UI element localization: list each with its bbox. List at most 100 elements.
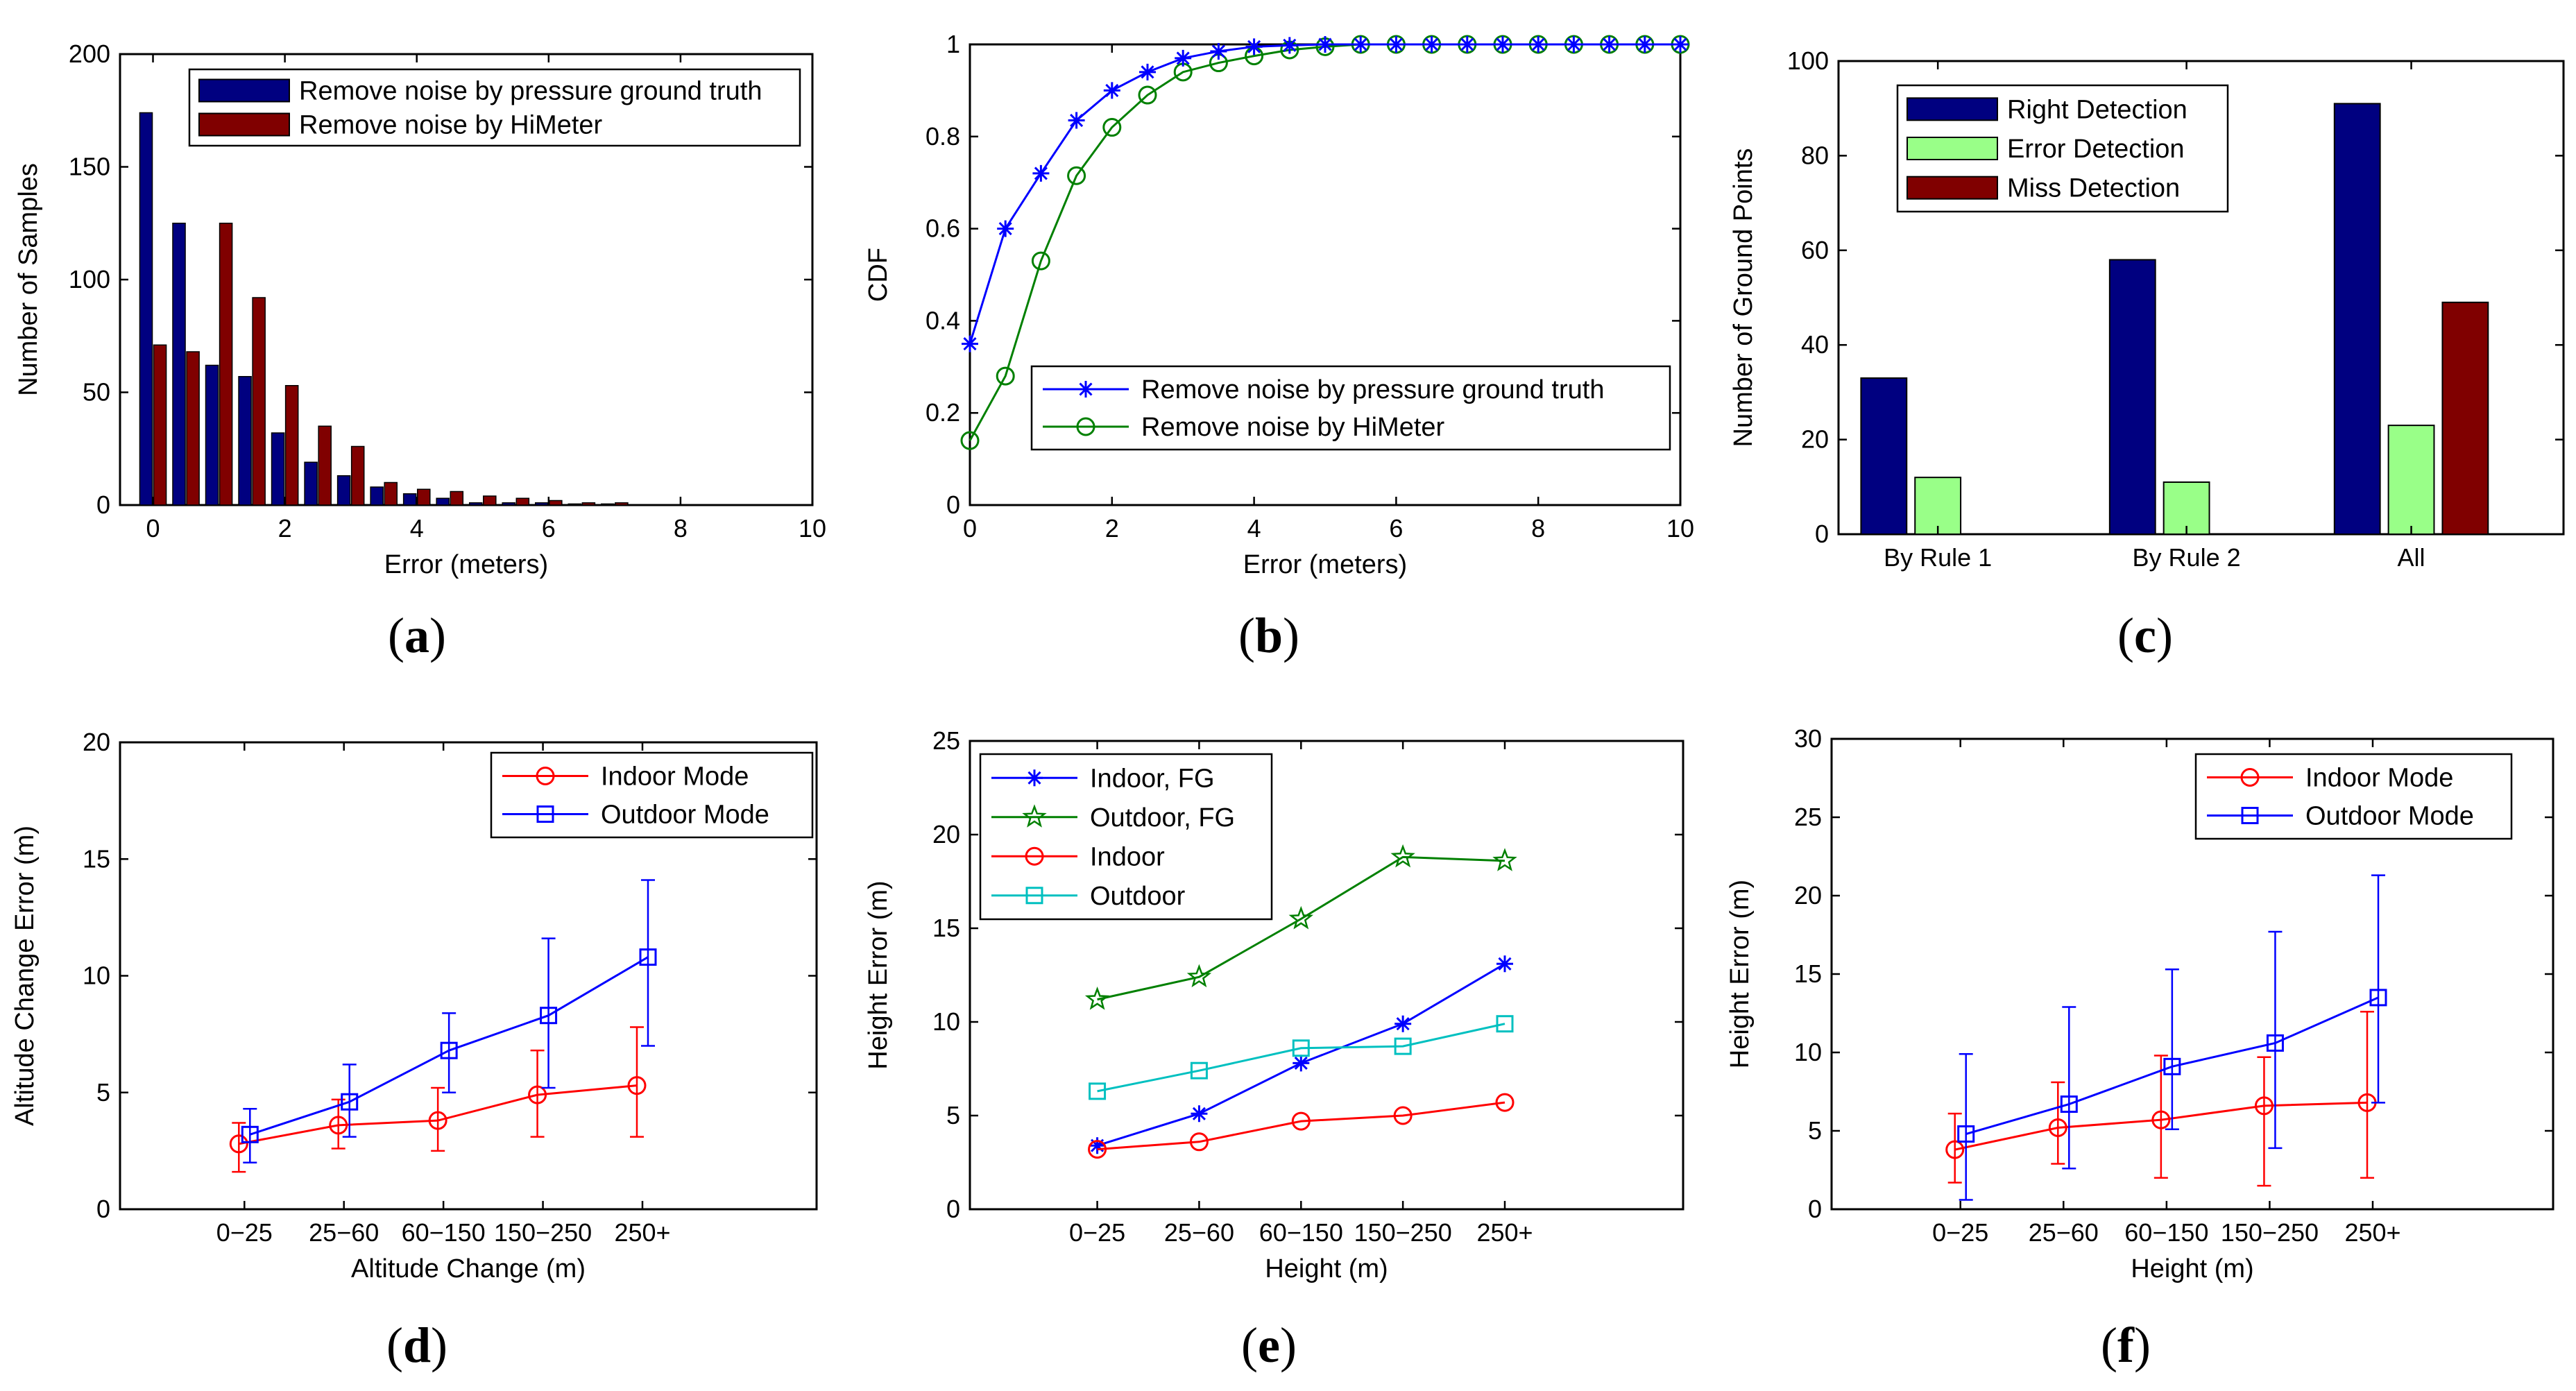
data-point	[1636, 36, 1653, 53]
legend-swatch	[1907, 176, 1998, 200]
data-point	[2369, 989, 2387, 1007]
y-tick-label: 15	[932, 914, 960, 942]
y-tick-label: 0	[96, 490, 110, 519]
data-point	[1423, 36, 1440, 53]
x-tick-label: 25−60	[309, 1218, 379, 1247]
bar	[205, 364, 219, 506]
legend-entry: Indoor Mode	[2305, 764, 2453, 793]
chart-panel-b: 0 2 4 6 8 10 0 0.2 0.4 0.6 0.8 1 CDF Error (meters) Re…	[864, 30, 1694, 663]
legend-entry: Miss Detection	[2007, 174, 2180, 203]
data-point	[1084, 987, 1110, 1010]
bar	[2387, 425, 2435, 536]
chart-panel-c: By Rule 1 By Rule 2 All 0 20 40 60 80 100 Number …	[1729, 46, 2565, 663]
x-tick-label: 150−250	[2221, 1218, 2319, 1247]
panel-label: (c)	[2117, 608, 2173, 663]
x-tick-label: 250+	[2344, 1218, 2400, 1247]
y-tick-label: 50	[83, 378, 110, 407]
data-point	[1088, 1140, 1107, 1159]
legend-marker	[1025, 846, 1044, 866]
legend-entry: Indoor, FG	[1090, 764, 1215, 793]
x-tick-label: 60−150	[1259, 1218, 1343, 1247]
y-tick-label: 20	[83, 728, 110, 756]
y-tick-label: 0	[946, 490, 960, 519]
data-point	[1186, 964, 1212, 988]
y-tick-label: 60	[1801, 236, 1829, 264]
bar	[238, 376, 252, 506]
data-point	[1495, 1093, 1515, 1112]
y-tick-label: 100	[1787, 46, 1829, 75]
x-axis-label: Error (meters)	[384, 550, 548, 579]
data-point	[962, 335, 978, 352]
legend-swatch	[1907, 137, 1998, 160]
y-tick-label: 15	[1794, 959, 1822, 988]
data-point	[1189, 1132, 1209, 1152]
data-point	[1530, 36, 1547, 53]
data-point	[639, 948, 657, 966]
legend-entry: Error Detection	[2007, 135, 2185, 164]
chart-panel-d: 0−25 25−60 60−150 150−250 250+ 0 5 10 15 20 Altitu…	[10, 728, 818, 1373]
panel-label: (f)	[2101, 1317, 2151, 1373]
legend-marker	[536, 767, 555, 785]
bar	[2441, 301, 2489, 535]
y-tick-label: 20	[1801, 425, 1829, 454]
legend-entry: Outdoor Mode	[2305, 802, 2474, 831]
legend-box	[188, 68, 801, 147]
bar	[284, 385, 299, 506]
panel-label: (d)	[386, 1317, 447, 1373]
series-line	[1954, 1101, 2368, 1151]
y-tick-label: 5	[96, 1078, 110, 1107]
data-point	[1089, 1137, 1106, 1154]
x-tick-label: 0	[963, 514, 977, 543]
series-line	[1097, 855, 1505, 1001]
x-tick-label: 4	[1247, 514, 1261, 543]
y-tick-label: 0	[946, 1195, 960, 1223]
data-point	[1032, 164, 1050, 182]
x-axis-label: Altitude Change (m)	[351, 1254, 586, 1283]
legend-marker	[1077, 381, 1094, 398]
y-tick-label: 25	[1794, 803, 1822, 831]
panel-label-open: (	[386, 1317, 403, 1373]
legend: Indoor Mode Outdoor Mode	[490, 751, 814, 839]
bar	[2163, 481, 2210, 535]
legend: Remove noise by pressure ground truth Rem…	[188, 68, 801, 147]
bar	[515, 497, 530, 506]
series-line	[1097, 1023, 1505, 1093]
x-axis-label: Height (m)	[2131, 1254, 2253, 1283]
legend: Right Detection Error Detection Miss Detec…	[1896, 84, 2229, 213]
bar	[615, 502, 629, 506]
bar	[549, 500, 563, 506]
data-point	[329, 1116, 348, 1135]
legend-marker	[1026, 769, 1043, 787]
x-tick-label: By Rule 1	[1884, 543, 1992, 572]
y-axis-label: CDF	[864, 248, 893, 302]
panel-label: (e)	[1241, 1317, 1297, 1373]
bar	[172, 223, 186, 506]
x-tick-label: 0−25	[1932, 1218, 1988, 1247]
data-point	[1945, 1140, 1965, 1159]
data-point	[1245, 38, 1263, 56]
x-tick-label: By Rule 2	[2133, 543, 2241, 572]
panel-label-open: (	[2117, 608, 2134, 663]
x-axis-label: Height (m)	[1265, 1254, 1388, 1283]
data-point	[1494, 36, 1511, 53]
legend-swatch	[1907, 97, 1998, 121]
data-point	[1492, 848, 1517, 871]
y-tick-label: 20	[932, 820, 960, 848]
y-tick-label: 15	[83, 844, 110, 873]
data-point	[1031, 251, 1050, 271]
data-point	[540, 1007, 558, 1025]
data-point	[1138, 85, 1157, 105]
bar	[271, 432, 285, 506]
y-tick-label: 5	[946, 1101, 960, 1129]
bar	[304, 461, 318, 506]
y-tick-label: 30	[1794, 724, 1822, 753]
x-tick-label: 8	[1531, 514, 1545, 543]
y-tick-label: 40	[1801, 330, 1829, 359]
x-tick-label: 250+	[1476, 1218, 1533, 1247]
legend-entry: Outdoor, FG	[1090, 803, 1235, 833]
legend-box	[979, 753, 1273, 921]
panel-label-close: )	[431, 1317, 447, 1373]
x-tick-label: 6	[542, 514, 556, 543]
x-tick-label: 2	[1105, 514, 1119, 543]
data-point	[2151, 1110, 2171, 1129]
